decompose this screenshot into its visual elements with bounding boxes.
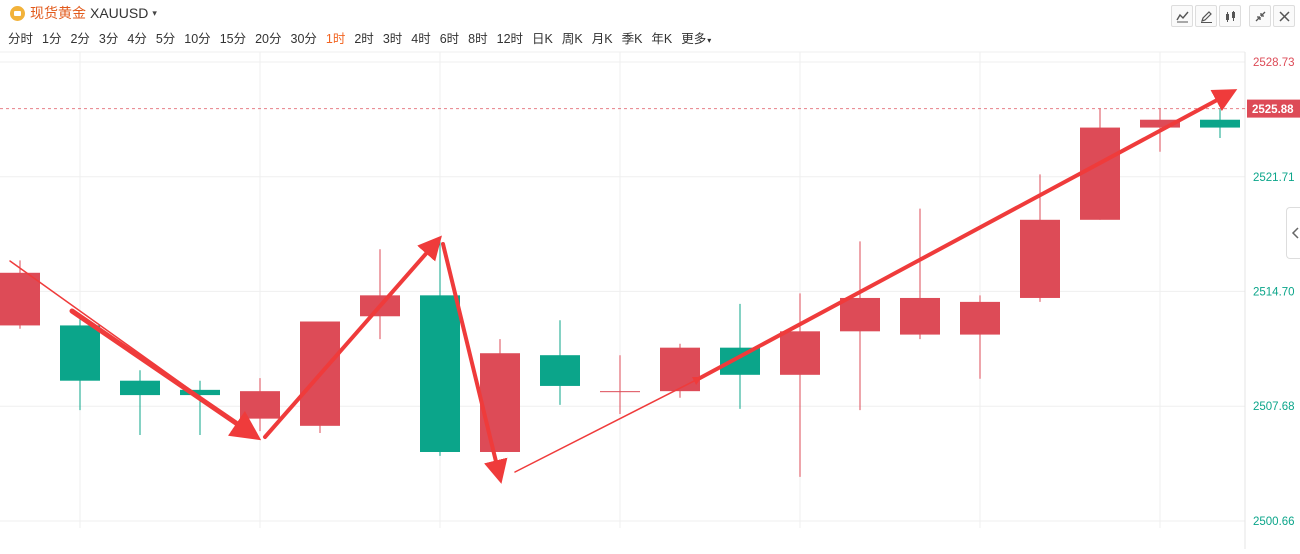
y-tick-label: 2521.71 — [1253, 172, 1295, 184]
period-tab[interactable]: 日K — [532, 31, 553, 46]
current-price-badge — [1247, 99, 1300, 118]
period-tab[interactable]: 1分 — [42, 31, 62, 46]
candle-body — [540, 355, 580, 386]
period-tab[interactable]: 4分 — [127, 31, 147, 46]
candle-body — [900, 297, 940, 335]
candle-body — [1200, 119, 1240, 128]
window-tools — [1249, 5, 1297, 27]
trend-arrow — [514, 376, 703, 473]
candle-body — [780, 331, 820, 375]
chevron-left-icon — [1291, 227, 1299, 239]
symbol-selector[interactable]: 现货黄金 XAUUSD ▾ — [10, 3, 157, 23]
current-price-label: 2525.88 — [1252, 104, 1294, 116]
more-label: 更多 — [681, 31, 707, 46]
candle-body — [240, 391, 280, 419]
candle-body — [960, 301, 1000, 335]
period-tab[interactable]: 1时 — [325, 31, 346, 46]
y-tick-label: 2500.66 — [1253, 516, 1295, 528]
period-tab[interactable]: 5分 — [155, 31, 176, 46]
gold-icon — [10, 5, 25, 21]
candle-body — [840, 297, 880, 332]
side-panel-toggle[interactable] — [1286, 207, 1300, 259]
candle-body — [180, 389, 220, 396]
candle-body — [660, 347, 700, 392]
period-tab[interactable]: 3分 — [98, 31, 119, 46]
candle-body — [0, 272, 40, 326]
candle-body — [120, 380, 160, 396]
y-tick-label: 2514.70 — [1253, 286, 1295, 298]
period-tab[interactable]: 2分 — [70, 31, 90, 46]
candle-body — [720, 347, 760, 375]
chevron-down-icon: ▾ — [152, 7, 157, 18]
trend-arrow — [69, 308, 262, 441]
period-tab[interactable]: 3时 — [382, 31, 403, 46]
chevron-down-icon: ▾ — [707, 35, 712, 45]
symbol-code: XAUUSD — [90, 5, 149, 21]
trend-arrow — [263, 235, 442, 439]
period-tab[interactable]: 季K — [621, 31, 643, 46]
line-chart-button[interactable] — [1171, 5, 1193, 27]
candle-body — [1140, 119, 1180, 128]
candle-body — [480, 353, 520, 452]
candle-body — [60, 325, 100, 381]
trend-arrow — [698, 89, 1238, 380]
period-tab[interactable]: 4时 — [411, 31, 431, 46]
candlestick-icon — [1225, 10, 1235, 22]
collapse-icon — [1255, 11, 1265, 21]
candle-body — [1020, 219, 1060, 298]
symbol-name: 现货黄金 — [30, 5, 86, 21]
pencil-button[interactable] — [1195, 5, 1217, 27]
period-tab[interactable]: 8时 — [468, 31, 488, 46]
candle-body — [420, 295, 460, 452]
period-tab[interactable]: 12时 — [496, 31, 524, 46]
chart-header: 现货黄金 XAUUSD ▾ 分时 1分 2分 3分 4分 5分 10分 15分 20分 30分 1时… — [0, 0, 1300, 50]
candlestick-button[interactable] — [1219, 5, 1241, 27]
y-tick-label: 2528.73 — [1253, 57, 1295, 69]
period-tab[interactable]: 30分 — [290, 31, 317, 46]
candle-body — [600, 391, 640, 393]
period-tab[interactable]: 10分 — [184, 31, 211, 46]
period-tab[interactable]: 6时 — [439, 31, 460, 46]
more-periods-dropdown[interactable]: 更多▾ — [681, 28, 711, 47]
y-tick-label: 2507.68 — [1253, 401, 1295, 413]
close-button[interactable] — [1273, 5, 1295, 27]
period-tab[interactable]: 15分 — [219, 31, 247, 46]
trend-arrow — [441, 242, 508, 484]
chart-tools — [1171, 5, 1243, 27]
period-tab[interactable]: 分时 — [8, 31, 34, 46]
collapse-button[interactable] — [1249, 5, 1271, 27]
period-tab[interactable]: 20分 — [255, 31, 282, 46]
pencil-icon — [1200, 10, 1212, 23]
period-tab[interactable]: 年K — [651, 31, 673, 46]
candle-body — [1080, 127, 1120, 220]
period-tab[interactable]: 周K — [561, 31, 583, 46]
period-tab[interactable]: 2时 — [354, 31, 374, 46]
close-icon — [1278, 10, 1290, 22]
period-tabs: 分时 1分 2分 3分 4分 5分 10分 15分 20分 30分 1时 2时 3时 4时 6时 8时 12时日… — [8, 27, 720, 47]
line-chart-icon — [1175, 11, 1189, 22]
period-tab[interactable]: 月K — [591, 31, 613, 46]
